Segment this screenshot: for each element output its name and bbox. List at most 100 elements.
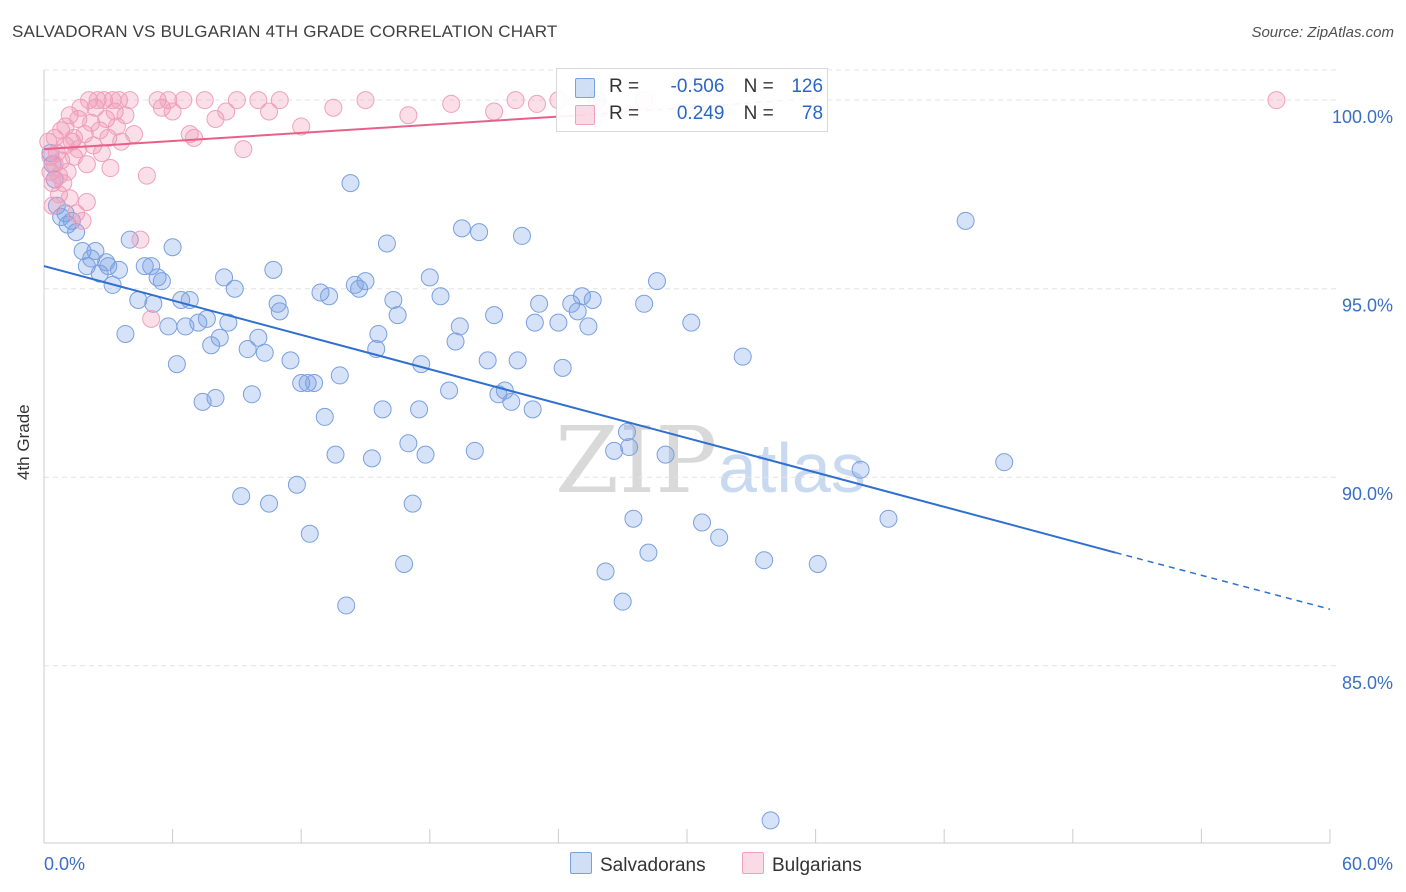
point-salvadoran	[337, 596, 356, 615]
point-salvadoran	[502, 392, 521, 411]
y-tick-label: 90.0%	[1342, 484, 1393, 504]
point-salvadoran	[568, 302, 587, 321]
source-label: Source: ZipAtlas.com	[1251, 24, 1394, 41]
point-bulgarian	[50, 185, 69, 204]
point-salvadoran	[219, 313, 238, 332]
point-salvadoran	[197, 309, 216, 328]
point-salvadoran	[330, 366, 349, 385]
bottom-legend-bulgarians[interactable]: Bulgarians	[742, 852, 862, 877]
x-tick-label: 60.0%	[1342, 854, 1393, 874]
point-bulgarian	[356, 91, 375, 110]
point-salvadoran	[159, 317, 178, 336]
point-salvadoran	[596, 562, 615, 581]
chart-title: SALVADORAN VS BULGARIAN 4TH GRADE CORREL…	[12, 22, 558, 41]
point-salvadoran	[298, 373, 317, 392]
point-bulgarian	[142, 309, 161, 328]
point-bulgarian	[137, 166, 156, 185]
point-salvadoran	[583, 291, 602, 310]
legend-swatch-pink	[575, 105, 595, 125]
legend-swatch-blue	[575, 78, 595, 98]
point-salvadoran	[238, 340, 257, 359]
point-salvadoran	[232, 487, 251, 506]
legend-n-value: 78	[801, 103, 824, 124]
point-bulgarian	[77, 192, 96, 211]
point-bulgarian	[110, 91, 129, 110]
point-salvadoran	[656, 445, 675, 464]
legend-r-label: R =	[609, 76, 640, 97]
point-bulgarian	[92, 143, 111, 162]
point-salvadoran	[525, 313, 544, 332]
y-axis-label: 4th Grade	[14, 404, 33, 480]
watermark-atlas: atlas	[718, 429, 866, 507]
point-bulgarian	[234, 140, 253, 159]
point-bulgarian	[324, 98, 343, 117]
point-salvadoran	[572, 287, 591, 306]
point-salvadoran	[292, 373, 311, 392]
y-tick-label: 100.0%	[1332, 107, 1393, 127]
point-salvadoran	[530, 294, 549, 313]
point-salvadoran	[446, 332, 465, 351]
point-bulgarian	[1267, 91, 1286, 110]
legend-r-label: R =	[609, 103, 640, 124]
watermark-zip: ZIP	[555, 407, 717, 514]
point-bulgarian	[43, 196, 62, 215]
point-bulgarian	[485, 102, 504, 121]
point-bulgarian	[116, 106, 135, 125]
point-bulgarian	[292, 117, 311, 136]
bottom-legend-salvadorans[interactable]: Salvadorans	[570, 852, 706, 877]
point-salvadoran	[617, 422, 636, 441]
point-salvadoran	[326, 445, 345, 464]
point-salvadoran	[693, 513, 712, 532]
point-salvadoran	[403, 494, 422, 513]
point-salvadoran	[399, 434, 418, 453]
point-bulgarian	[77, 155, 96, 174]
point-salvadoran	[412, 355, 431, 374]
point-bulgarian	[260, 102, 279, 121]
point-salvadoran	[268, 294, 287, 313]
point-salvadoran	[249, 328, 268, 347]
point-bulgarian	[206, 110, 225, 129]
trendline-bulgarians	[43, 114, 580, 151]
point-salvadoran	[341, 174, 360, 193]
point-salvadoran	[377, 234, 396, 253]
point-bulgarian	[185, 128, 204, 147]
trendline-salvadorans-dashed	[1115, 551, 1331, 610]
point-bulgarian	[67, 204, 86, 223]
bottom-legend-label: Salvadorans	[600, 855, 706, 876]
point-salvadoran	[450, 317, 469, 336]
point-bulgarian	[527, 94, 546, 113]
point-salvadoran	[287, 475, 306, 494]
point-bulgarian	[399, 106, 418, 125]
point-salvadoran	[620, 438, 639, 457]
point-salvadoran	[264, 260, 283, 279]
point-salvadoran	[755, 551, 774, 570]
point-salvadoran	[562, 294, 581, 313]
point-salvadoran	[431, 287, 450, 306]
bottom-legend-swatch-blue	[570, 852, 592, 874]
point-salvadoran	[549, 313, 568, 332]
point-bulgarian	[174, 91, 193, 110]
point-salvadoran	[260, 494, 279, 513]
point-salvadoran	[452, 219, 471, 238]
point-salvadoran	[225, 279, 244, 298]
point-salvadoran	[320, 287, 339, 306]
correlation-legend: R = -0.506 N = 126 R = 0.249 N = 78	[556, 68, 828, 132]
point-salvadoran	[116, 324, 135, 343]
point-salvadoran	[300, 524, 319, 543]
point-salvadoran	[733, 347, 752, 366]
point-bulgarian	[131, 230, 150, 249]
point-salvadoran	[879, 509, 898, 528]
point-salvadoran	[416, 445, 435, 464]
point-salvadoran	[135, 257, 154, 276]
point-bulgarian	[159, 91, 178, 110]
point-bulgarian	[60, 106, 79, 125]
point-salvadoran	[384, 291, 403, 310]
legend-n-label: N =	[743, 76, 774, 97]
point-salvadoran	[369, 324, 388, 343]
point-salvadoran	[470, 223, 489, 242]
point-salvadoran	[613, 592, 632, 611]
legend-r-value: 0.249	[676, 103, 725, 124]
point-salvadoran	[129, 291, 148, 310]
point-salvadoran	[373, 400, 392, 419]
point-salvadoran	[579, 317, 598, 336]
